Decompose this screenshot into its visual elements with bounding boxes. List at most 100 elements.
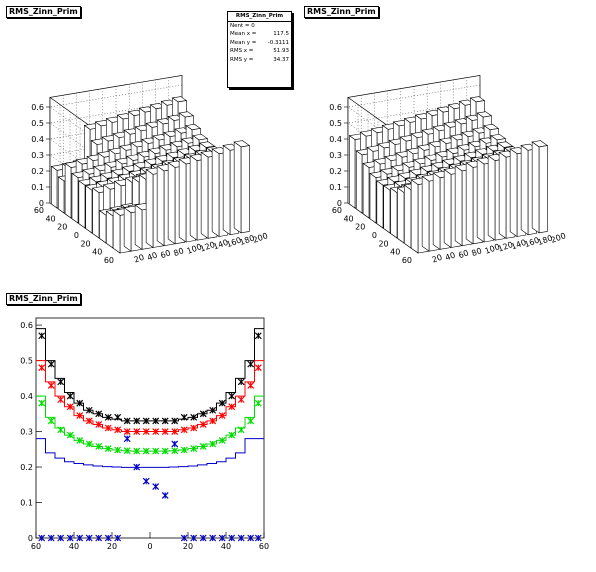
x-tick-label: 20 <box>431 253 444 265</box>
y-tick-label: 40 <box>390 248 400 257</box>
z-tick-label: 0.1 <box>31 183 44 192</box>
data-point <box>237 534 245 542</box>
data-point <box>161 428 169 435</box>
histogram-line <box>36 438 264 468</box>
data-point <box>76 399 84 407</box>
data-point <box>123 428 131 435</box>
lego-bar-side <box>383 185 391 234</box>
data-point <box>237 396 245 404</box>
data-point <box>114 446 122 454</box>
z-tick-label: 0.3 <box>329 151 342 160</box>
data-point <box>152 447 160 455</box>
data-point <box>66 403 74 411</box>
lego-bar-side <box>85 185 93 234</box>
data-point <box>237 378 245 386</box>
data-point <box>190 534 198 542</box>
pad-3: RMS_Zinn_Prim 0 0.1 0.2 0.3 0.4 0.5 0.6 60 40 20 0… <box>0 288 296 572</box>
data-point <box>47 360 55 368</box>
pad-2-title: RMS_Zinn_Prim <box>304 6 379 18</box>
data-point <box>171 417 179 425</box>
pad-1: RMS_Zinn_Prim 0 0.1 0.2 0.3 0.4 0.5 0.6 20 40 60 8… <box>0 0 296 280</box>
lego-plot-2: 00.10.20.30.40.50.620 40 60 80 1001201401601… <box>329 74 567 265</box>
data-point <box>66 534 74 542</box>
data-point <box>47 417 55 425</box>
data-point <box>133 463 141 471</box>
lego-bar-side <box>355 150 363 214</box>
x-tick-label: 40 <box>146 251 159 263</box>
x-tick-label: 80 <box>470 246 483 258</box>
data-point <box>133 417 141 425</box>
data-point <box>237 426 245 434</box>
y-tick-label: 0 <box>28 534 33 543</box>
data-point <box>38 534 46 542</box>
data-point <box>95 410 103 418</box>
data-point <box>123 447 131 455</box>
y-tick-label: 0.4 <box>20 392 33 401</box>
data-point <box>57 534 65 542</box>
data-point <box>76 436 84 444</box>
data-point <box>142 447 150 455</box>
data-point <box>247 534 255 542</box>
data-point <box>254 332 262 340</box>
lego-bar-front <box>538 145 548 234</box>
z-tick-label: 0.3 <box>31 151 44 160</box>
lego-bar-side <box>211 148 220 238</box>
stats-row: RMS y = 34.37 <box>230 56 289 63</box>
data-point <box>218 412 226 420</box>
z-tick-label: 0.5 <box>31 119 44 128</box>
data-point <box>123 417 131 425</box>
data-point <box>66 431 74 439</box>
lego-bar-side <box>476 158 485 243</box>
data-point <box>199 534 207 542</box>
data-point <box>161 447 169 455</box>
data-point <box>247 381 255 389</box>
x-tick-label: 0 <box>147 542 152 551</box>
plot-frame <box>35 317 265 539</box>
lego-bar-side <box>410 179 419 254</box>
profile-plot: 0 0.1 0.2 0.3 0.4 0.5 0.6 60 40 20 0 20 40 60 <box>20 317 269 551</box>
data-point <box>104 424 112 432</box>
lego-bar-side <box>376 180 384 229</box>
y-tick-label: 40 <box>45 214 55 223</box>
data-point <box>199 443 207 450</box>
x-tick-label: 20 <box>133 253 146 265</box>
z-tick-label: 0.2 <box>31 167 44 176</box>
y-tick-label: 0.5 <box>20 357 33 366</box>
lego-bar-side <box>403 184 412 249</box>
lego-bar-side <box>465 162 474 245</box>
y-tick-label: 60 <box>34 206 44 215</box>
data-point <box>57 396 65 404</box>
data-point <box>171 447 179 455</box>
lego-bar-side <box>520 144 529 236</box>
data-point <box>180 534 188 542</box>
data-point <box>57 378 65 386</box>
lego-bar-side <box>145 168 154 249</box>
data-point <box>199 421 207 428</box>
x-tick-label: 200 <box>550 231 567 245</box>
lego-bar-side <box>222 144 231 236</box>
stats-title: RMS_Zinn_Prim <box>228 12 291 22</box>
y-tick-label: 60 <box>332 206 342 215</box>
z-tick-label: 0.6 <box>329 103 342 112</box>
x-tick-label: 40 <box>69 542 79 551</box>
data-point <box>142 417 150 425</box>
data-point <box>133 447 141 455</box>
y-tick-label: 40 <box>92 248 102 257</box>
lego-bar-side <box>531 141 540 234</box>
data-point <box>95 534 103 542</box>
lego-bar-front <box>240 145 250 234</box>
data-point <box>152 483 160 490</box>
z-tick-label: 0.5 <box>329 119 342 128</box>
data-point <box>104 445 112 453</box>
stats-row: Mean y = -0.3111 <box>230 39 289 46</box>
y-tick-label: 0.2 <box>20 463 33 472</box>
data-point <box>76 534 84 542</box>
x-tick-label: 60 <box>457 248 470 260</box>
z-tick-label: 0.4 <box>31 135 44 144</box>
stats-row: Mean x = 117.5 <box>230 31 289 38</box>
data-point <box>142 477 150 485</box>
y-tick-label: 20 <box>57 223 67 232</box>
lego-bar-side <box>362 162 370 219</box>
data-point <box>85 406 93 414</box>
histogram-line <box>36 360 264 433</box>
